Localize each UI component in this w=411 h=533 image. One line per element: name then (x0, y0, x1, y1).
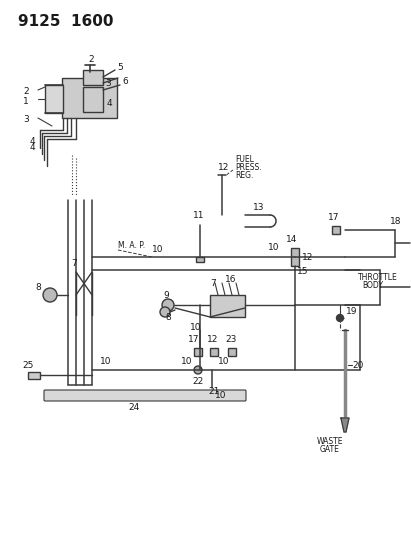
Text: 10: 10 (190, 322, 201, 332)
Text: 10: 10 (181, 357, 192, 366)
Text: REG.: REG. (235, 172, 253, 181)
Text: 5: 5 (117, 62, 123, 71)
Text: 12: 12 (302, 254, 313, 262)
Text: GATE: GATE (320, 446, 340, 455)
Text: 9125  1600: 9125 1600 (18, 14, 113, 29)
Text: 1: 1 (23, 96, 29, 106)
Bar (210, 295, 245, 317)
Bar (62, 78, 117, 118)
Text: 8: 8 (165, 312, 171, 321)
Text: 3: 3 (23, 116, 29, 125)
Bar (83, 70, 103, 85)
Text: 3: 3 (105, 79, 111, 88)
Text: 19: 19 (346, 308, 358, 317)
Text: 13: 13 (253, 203, 265, 212)
Text: 2: 2 (88, 55, 94, 64)
Text: 8: 8 (35, 284, 41, 293)
Bar (332, 226, 340, 234)
Text: 17: 17 (188, 335, 199, 344)
Text: 6: 6 (122, 77, 128, 86)
Text: 2: 2 (23, 87, 29, 96)
Text: 7: 7 (210, 279, 216, 288)
Text: FUEL: FUEL (235, 156, 254, 165)
Bar (291, 248, 299, 266)
Text: THROTTLE: THROTTLE (358, 273, 398, 282)
Text: 23: 23 (225, 335, 236, 344)
Text: 10: 10 (152, 245, 164, 254)
Text: M. A. P.: M. A. P. (118, 241, 145, 251)
Bar (194, 348, 202, 356)
Bar (228, 348, 236, 356)
Bar (83, 87, 103, 112)
Circle shape (160, 307, 170, 317)
Text: BODY: BODY (362, 281, 383, 290)
Text: 17: 17 (328, 214, 339, 222)
Text: 10: 10 (100, 357, 111, 366)
Text: 14: 14 (286, 236, 298, 245)
Text: 10: 10 (218, 358, 229, 367)
Text: 16: 16 (225, 276, 236, 285)
Text: 20: 20 (352, 360, 363, 369)
Bar (45, 85, 63, 113)
Text: 10: 10 (215, 391, 226, 400)
Text: 9: 9 (163, 292, 169, 301)
Text: WASTE: WASTE (317, 438, 343, 447)
Text: 12: 12 (218, 164, 229, 173)
FancyBboxPatch shape (44, 390, 246, 401)
Bar (196, 257, 204, 262)
Text: 4: 4 (107, 99, 113, 108)
Polygon shape (341, 418, 349, 432)
Bar (210, 348, 218, 356)
Text: 11: 11 (193, 212, 205, 221)
Text: 25: 25 (22, 360, 33, 369)
Text: 15: 15 (297, 268, 309, 277)
Circle shape (43, 288, 57, 302)
Text: 24: 24 (128, 403, 139, 413)
Text: 18: 18 (390, 217, 402, 227)
Circle shape (194, 366, 202, 374)
Text: 7: 7 (71, 259, 77, 268)
Text: 4: 4 (30, 143, 36, 152)
Text: 10: 10 (268, 244, 279, 253)
Circle shape (337, 314, 344, 321)
Text: 12: 12 (207, 335, 218, 344)
Text: 4: 4 (30, 138, 36, 147)
Bar (28, 372, 40, 379)
Circle shape (162, 299, 174, 311)
Text: 21: 21 (208, 387, 219, 397)
Text: 22: 22 (192, 377, 203, 386)
Text: PRESS.: PRESS. (235, 164, 262, 173)
